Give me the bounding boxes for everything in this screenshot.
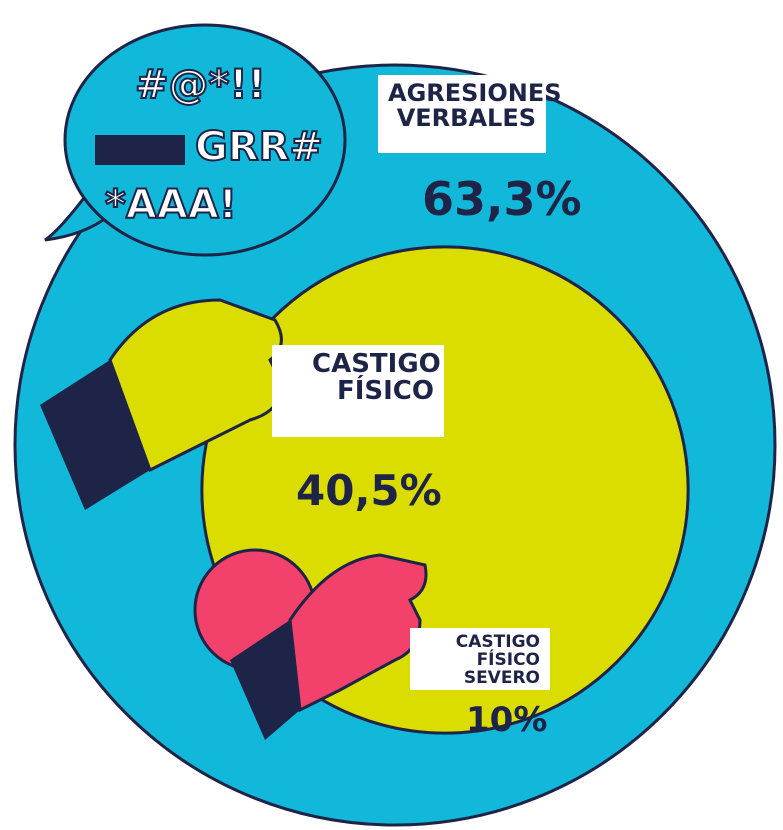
- scribble: [95, 135, 185, 165]
- cuff: [40, 360, 150, 510]
- bubble-text: #@*!!: [135, 62, 266, 108]
- value-label: 40,5%: [296, 466, 442, 515]
- glove: [108, 298, 283, 473]
- category-label: CASTIGO FÍSICO SEVERO: [410, 628, 550, 690]
- bubble: [63, 23, 347, 257]
- glove: [288, 553, 428, 713]
- category-label: AGRESIONES VERBALES: [378, 75, 562, 153]
- speech-bubble: #@*!! GRR# *AAA!: [44, 23, 347, 257]
- bubble-text: GRR#: [195, 124, 323, 170]
- yellow-hand: [40, 298, 283, 510]
- cuff: [230, 620, 300, 740]
- bubble-text: *AAA!: [105, 182, 237, 228]
- value-label: 63,3%: [422, 172, 582, 226]
- value-label: 10%: [466, 700, 548, 740]
- red-hand: [230, 553, 428, 740]
- category-label: CASTIGO FÍSICO: [272, 345, 444, 437]
